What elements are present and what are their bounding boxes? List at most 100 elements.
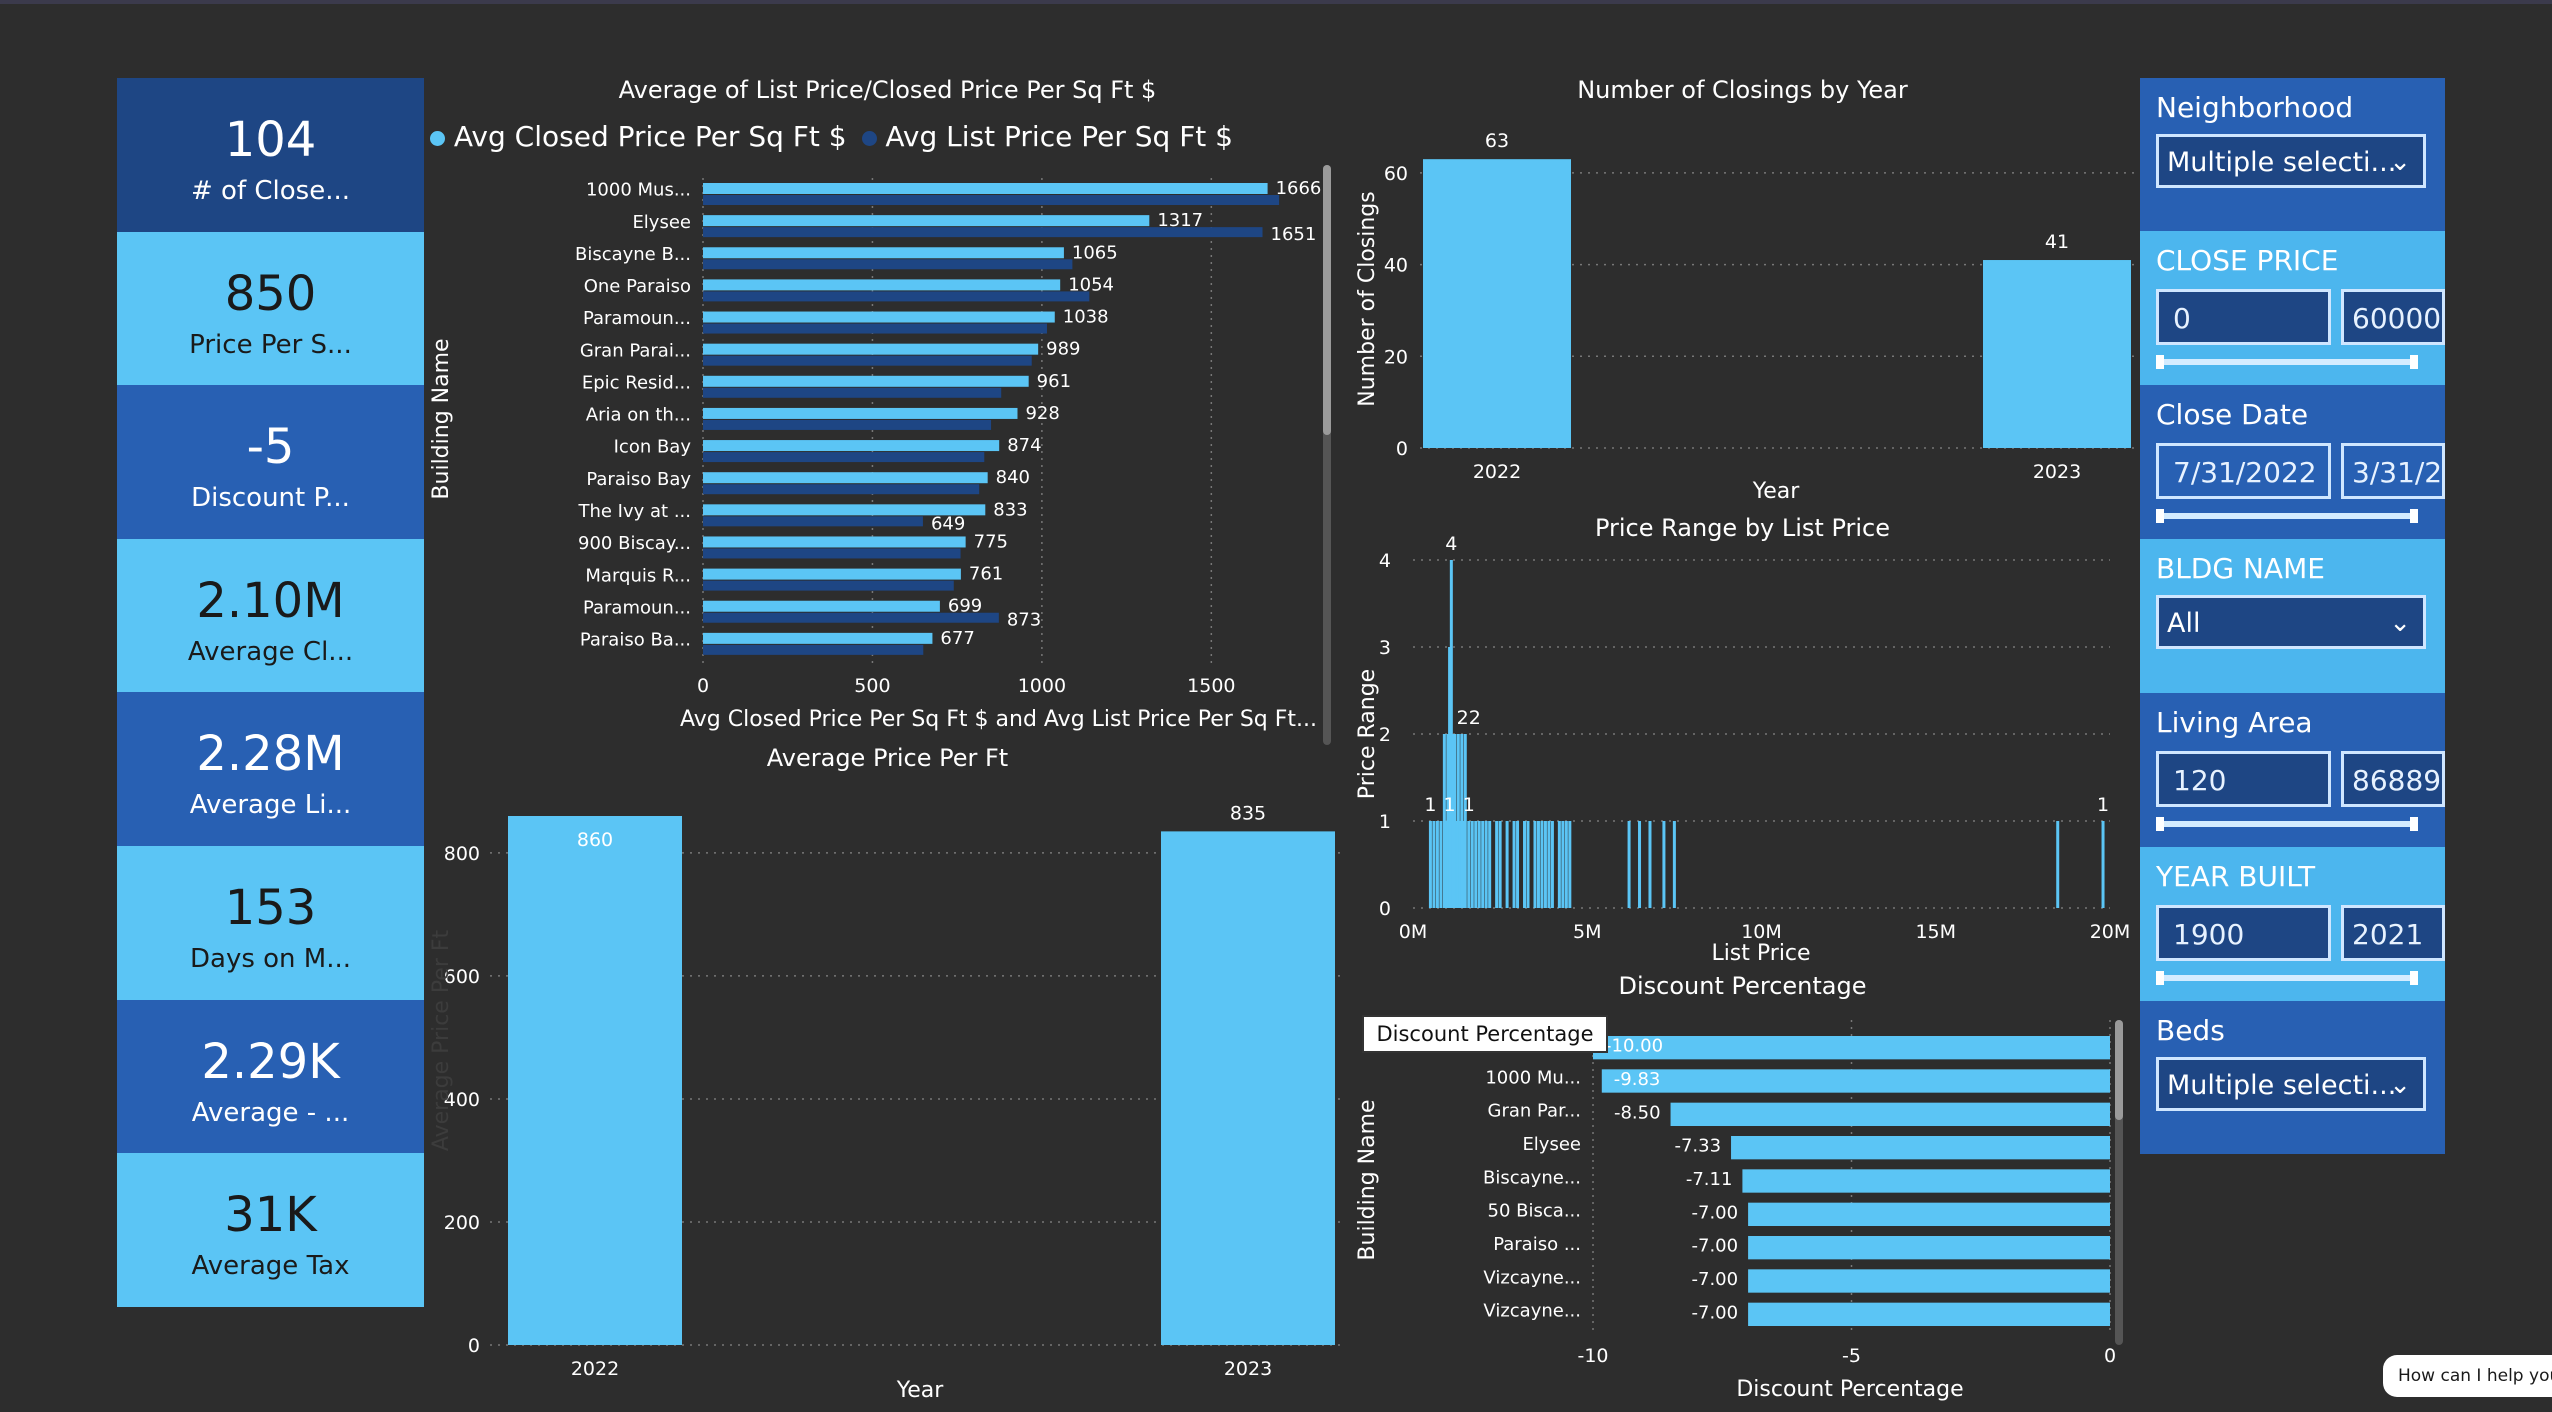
- year-built-slider[interactable]: [2156, 971, 2418, 985]
- bar: [1540, 821, 1544, 908]
- slider-handle-max[interactable]: [2410, 971, 2418, 985]
- living-area-slider[interactable]: [2156, 817, 2418, 831]
- neighborhood-dropdown[interactable]: Multiple selecti... ⌄: [2156, 134, 2426, 188]
- slider-handle-min[interactable]: [2156, 817, 2164, 831]
- close-price-slider[interactable]: [2156, 355, 2418, 369]
- close-date-end-input[interactable]: 3/31/2: [2341, 443, 2445, 499]
- slider-handle-min[interactable]: [2156, 509, 2164, 523]
- beds-dropdown[interactable]: Multiple selecti... ⌄: [2156, 1057, 2426, 1111]
- slider-handle-max[interactable]: [2410, 355, 2418, 369]
- chart-avg-price-sqft[interactable]: Average of List Price/Closed Price Per S…: [430, 70, 1345, 745]
- kpi-average-card[interactable]: 2.29K Average - ...: [117, 999, 424, 1154]
- x-tick-label: 2022: [571, 1358, 619, 1380]
- x-tick-label: -5: [1842, 1345, 1861, 1367]
- close-date-start-input[interactable]: 7/31/2022: [2156, 443, 2331, 499]
- living-area-min-input[interactable]: 120: [2156, 751, 2331, 807]
- kpi-discount-card[interactable]: -5 Discount P...: [117, 385, 424, 539]
- bar: [1547, 821, 1551, 908]
- bar-closed: [703, 407, 1018, 419]
- y-axis-title: Number of Closings: [1355, 191, 1380, 406]
- chart-closings-by-year[interactable]: Number of Closings by Year 0 20 40 60 63 2022…: [1350, 70, 2135, 510]
- slider-handle-max[interactable]: [2410, 509, 2418, 523]
- y-tick-label: 0: [468, 1335, 480, 1357]
- slider-handle-min[interactable]: [2156, 971, 2164, 985]
- bar-closed: [703, 375, 1029, 387]
- y-tick-label: 900 Biscay...: [578, 533, 691, 554]
- slicer-title: Living Area: [2156, 706, 2313, 739]
- data-label: 1: [2097, 794, 2109, 816]
- bar: [1533, 821, 1537, 908]
- close-date-slider[interactable]: [2156, 509, 2418, 523]
- bar: [1442, 734, 1446, 908]
- data-label: 4: [1445, 533, 1457, 555]
- y-tick-label: Gran Parai...: [580, 340, 691, 361]
- data-label: 41: [2045, 231, 2069, 253]
- bar-list: [703, 387, 1002, 398]
- bar: [1557, 821, 1561, 908]
- scroll-thumb[interactable]: [1323, 165, 1331, 435]
- data-label: 1: [1444, 794, 1456, 816]
- slider-handle-max[interactable]: [2410, 817, 2418, 831]
- kpi-avg-list-card[interactable]: 2.28M Average Li...: [117, 692, 424, 846]
- x-tick-label: 2023: [2033, 461, 2081, 483]
- chart-avg-price-per-ft[interactable]: Average Price Per Ft 0 200 400 600 800 860 202…: [430, 740, 1345, 1412]
- chart-avg-price-per-ft-svg: 0 200 400 600 800 860 2022 835 2023 Year Average P…: [430, 802, 1345, 1403]
- slicer-beds: Beds Multiple selecti... ⌄: [2140, 1001, 2445, 1154]
- kpi-price-per-sqft-card[interactable]: 850 Price Per S...: [117, 231, 424, 386]
- bar-list: [703, 516, 923, 527]
- kpi-value: 2.10M: [196, 572, 345, 629]
- data-label: 22: [1457, 707, 1481, 729]
- bar-list: [703, 355, 1032, 366]
- kpi-avg-tax-card[interactable]: 31K Average Tax: [117, 1153, 424, 1307]
- data-label: 1: [1463, 794, 1475, 816]
- kpi-avg-close-card[interactable]: 2.10M Average Cl...: [117, 538, 424, 693]
- chart-avg-price-sqft-svg: 0 500 1000 1500 1000 Mus... 1666 Elysee 1317 165…: [430, 178, 1321, 732]
- slider-handle-min[interactable]: [2156, 355, 2164, 369]
- chat-bubble[interactable]: How can I help you?: [2383, 1355, 2552, 1397]
- scrollbar[interactable]: [2115, 1020, 2123, 1345]
- living-area-max-input[interactable]: 86889: [2341, 751, 2445, 807]
- bar: [1523, 821, 1527, 908]
- y-tick-label: Vizcayne...: [1483, 1267, 1581, 1288]
- scrollbar[interactable]: [1323, 165, 1331, 745]
- y-tick-label: 20: [1384, 346, 1408, 368]
- slicer-title: YEAR BUILT: [2156, 860, 2316, 893]
- y-axis-title: Average Price Per Ft: [430, 929, 454, 1151]
- kpi-closings-card[interactable]: 104 # of Close...: [117, 78, 424, 232]
- data-label-closed: 761: [969, 564, 1003, 585]
- kpi-label: Average Cl...: [187, 636, 354, 667]
- chart-discount-pct[interactable]: Discount Percentage -10 -5 0 -10.00 1000 Mu.…: [1350, 970, 2135, 1412]
- bldg-name-dropdown[interactable]: All ⌄: [2156, 595, 2426, 649]
- year-built-min-input[interactable]: 1900: [2156, 905, 2331, 961]
- data-label: -7.00: [1692, 1202, 1739, 1223]
- close-price-max-input[interactable]: 60000: [2341, 289, 2445, 345]
- chart-price-range[interactable]: Price Range by List Price 0 1 2 3 4 0M 5M 10M 15…: [1350, 510, 2135, 970]
- bar-list: [703, 612, 999, 623]
- x-tick-label: 0M: [1399, 921, 1427, 943]
- close-price-min-input[interactable]: 0: [2156, 289, 2331, 345]
- x-tick-label: -10: [1577, 1345, 1608, 1367]
- kpi-days-on-market-card[interactable]: 153 Days on M...: [117, 845, 424, 1000]
- x-tick-label: 20M: [2090, 921, 2131, 943]
- dropdown-value: All: [2167, 608, 2201, 639]
- year-built-max-input[interactable]: 2021: [2341, 905, 2445, 961]
- bar-list: [703, 291, 1090, 302]
- y-tick-label: 200: [444, 1212, 480, 1234]
- bar: [1550, 821, 1554, 908]
- bar-closed: [703, 600, 940, 612]
- bar: [1601, 1069, 2110, 1093]
- bar-list: [703, 419, 992, 430]
- bar: [1742, 1169, 2110, 1193]
- scroll-thumb[interactable]: [2115, 1020, 2123, 1120]
- bar: [1593, 1036, 2110, 1060]
- y-tick-label: 4: [1379, 550, 1391, 572]
- bar: [1543, 821, 1547, 908]
- bar: [1536, 821, 1540, 908]
- bar: [1481, 821, 1485, 908]
- bar: [508, 816, 682, 1345]
- y-tick-label: Epic Resid...: [582, 372, 691, 393]
- kpi-value: 850: [224, 265, 317, 322]
- bar-closed: [703, 247, 1064, 259]
- y-tick-label: 0: [1396, 438, 1408, 460]
- dropdown-value: Multiple selecti...: [2167, 147, 2397, 178]
